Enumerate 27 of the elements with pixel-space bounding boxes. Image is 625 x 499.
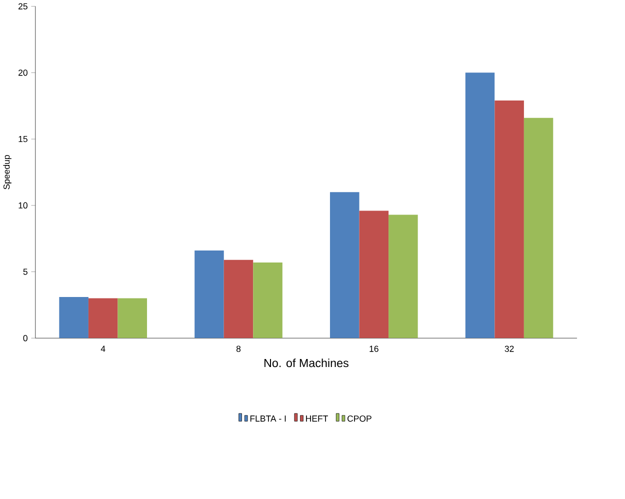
bar [118,298,148,338]
legend-label: CPOP [347,416,372,422]
y-tick-label: 5 [23,268,28,275]
bar [194,250,224,338]
y-axis-title: Speedup [3,155,12,190]
legend-label: HEFT [306,416,328,422]
bar [330,192,360,338]
y-tick-label: 0 [23,335,28,342]
x-axis-title: No. of Machines [264,358,348,368]
y-tick-label: 15 [18,136,28,142]
y-tick-label: 20 [18,70,28,76]
bar [524,118,554,338]
bar [494,100,524,338]
bar [59,297,88,338]
bar [388,214,418,338]
y-tick-label: 25 [18,3,28,10]
bar [253,262,282,338]
x-tick-label: 4 [100,346,106,352]
legend-label: FLBTA - I [250,416,286,422]
x-tick-label: 32 [504,346,514,352]
bar [359,210,389,338]
x-tick-label: 16 [370,346,378,352]
bar [88,298,118,338]
bar [224,260,254,338]
y-tick-label: 10 [18,202,28,209]
bar [465,72,495,338]
x-tick-label: 8 [236,346,241,352]
